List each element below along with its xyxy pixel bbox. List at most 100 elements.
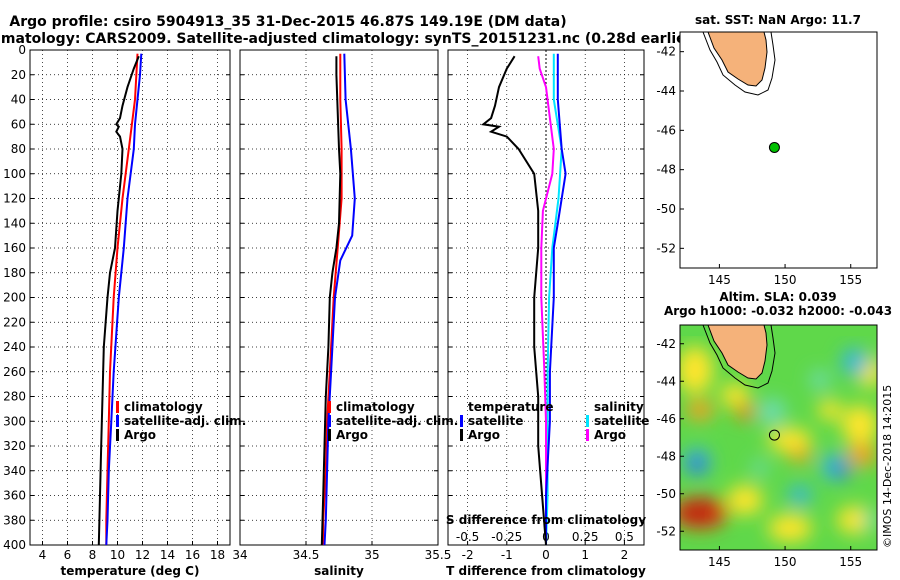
legend-label-satellite: satellite-adj. clim. bbox=[336, 414, 458, 428]
depth-tick-label: 60 bbox=[11, 117, 26, 131]
legend-label-climatology: climatology bbox=[336, 400, 415, 414]
legend-swatch-s-argo bbox=[586, 429, 589, 441]
legend-label-argo: Argo bbox=[336, 428, 368, 442]
legend-swatch-satellite bbox=[328, 415, 331, 427]
legend-label-satellite: satellite-adj. clim. bbox=[124, 414, 246, 428]
lat-tick-label: -44 bbox=[656, 374, 676, 388]
depth-tick-label: 160 bbox=[3, 241, 26, 255]
salinity-grid bbox=[240, 50, 438, 545]
sla-anomaly-field bbox=[680, 346, 877, 542]
legend-swatch-satellite bbox=[116, 415, 119, 427]
tasmania-land bbox=[707, 325, 768, 380]
temperature-grid bbox=[30, 50, 230, 545]
x-tick-label: 18 bbox=[210, 548, 225, 562]
series-line-t-satellite bbox=[545, 53, 567, 545]
lon-tick-label: 150 bbox=[774, 273, 797, 287]
tasmania-land bbox=[707, 32, 768, 87]
lon-tick-label: 155 bbox=[839, 273, 862, 287]
legend-label-s-argo: Argo bbox=[594, 428, 626, 442]
series-line-argo bbox=[97, 55, 140, 545]
difference-series bbox=[480, 50, 567, 545]
lon-tick-label: 145 bbox=[708, 273, 731, 287]
difference-legend: temperature satellite Argo salinity sate… bbox=[460, 400, 649, 442]
x-tick-label: -2 bbox=[462, 548, 474, 562]
sla-map-frame bbox=[679, 324, 878, 551]
x-tick-label: 35 bbox=[364, 548, 379, 562]
lat-tick-label: -52 bbox=[656, 524, 676, 538]
lon-tick-label: 155 bbox=[839, 555, 862, 569]
depth-tick-label: 80 bbox=[11, 142, 26, 156]
x-tick-label: 8 bbox=[89, 548, 97, 562]
salinity-series bbox=[320, 53, 356, 545]
argo-float-marker bbox=[768, 141, 780, 153]
legend-label-argo: Argo bbox=[124, 428, 156, 442]
depth-tick-label: 280 bbox=[3, 390, 26, 404]
lat-tick-label: -44 bbox=[656, 84, 676, 98]
depth-tick-label: 20 bbox=[11, 68, 26, 82]
lon-tick-label: 145 bbox=[708, 555, 731, 569]
legend-swatch-argo bbox=[328, 429, 331, 441]
legend-title-temperature: temperature bbox=[468, 400, 553, 414]
sla-heatmap bbox=[680, 325, 877, 550]
depth-tick-label: 0 bbox=[18, 43, 26, 57]
x-tick-label: -1 bbox=[501, 548, 513, 562]
depth-tick-label: 260 bbox=[3, 365, 26, 379]
figure-title-line2: Climatology: CARS2009. Satellite-adjuste… bbox=[0, 31, 699, 47]
depth-tick-label: 200 bbox=[3, 291, 26, 305]
lon-tick-label: 150 bbox=[774, 555, 797, 569]
figure-title-line1: Argo profile: csiro 5904913_35 31-Dec-20… bbox=[9, 14, 566, 30]
x-tick-label: 35.5 bbox=[425, 548, 452, 562]
x-tick-label: 2 bbox=[621, 548, 629, 562]
legend-swatch-argo bbox=[116, 429, 119, 441]
salinity-xlabel: salinity bbox=[314, 564, 364, 578]
lat-tick-label: -46 bbox=[656, 412, 676, 426]
lat-tick-label: -52 bbox=[656, 241, 676, 255]
lat-tick-label: -42 bbox=[656, 337, 676, 351]
depth-tick-label: 340 bbox=[3, 464, 26, 478]
series-line-satellite-adj-clim- bbox=[105, 53, 143, 545]
depth-tick-label: 360 bbox=[3, 489, 26, 503]
series-line-satellite-adj-clim- bbox=[323, 53, 356, 545]
series-line-t-argo bbox=[480, 55, 547, 545]
legend-swatch-t-argo bbox=[460, 429, 463, 441]
x-tick-label: 14 bbox=[160, 548, 175, 562]
legend-swatch-climatology bbox=[328, 401, 331, 413]
depth-tick-label: 400 bbox=[3, 538, 26, 552]
depth-tick-label: 140 bbox=[3, 216, 26, 230]
x-tick-label: 1 bbox=[581, 548, 589, 562]
legend-swatch-climatology bbox=[116, 401, 119, 413]
shelf-contour bbox=[702, 32, 776, 96]
sla-map-subtitle: Argo h1000: -0.032 h2000: -0.043 bbox=[664, 304, 892, 318]
salinity-x-axis: 34 34.5 35 35.5 bbox=[232, 541, 451, 562]
legend-label-t-argo: Argo bbox=[468, 428, 500, 442]
legend-label-climatology: climatology bbox=[124, 400, 203, 414]
difference-xlabel2: S difference from climatology bbox=[446, 513, 646, 527]
x-tick-label: 34.5 bbox=[293, 548, 320, 562]
shelf-contour bbox=[702, 325, 776, 389]
lat-tick-label: -50 bbox=[656, 487, 676, 501]
lat-tick-label: -50 bbox=[656, 202, 676, 216]
legend-title-salinity: salinity bbox=[594, 400, 644, 414]
s-diff-tick-label: -0.25 bbox=[491, 530, 522, 544]
legend-label-t-satellite: satellite bbox=[468, 414, 523, 428]
depth-tick-label: 100 bbox=[3, 167, 26, 181]
x-tick-label: 34 bbox=[232, 548, 247, 562]
series-line-argo bbox=[320, 56, 342, 545]
lat-tick-label: -48 bbox=[656, 449, 676, 463]
difference-x-axis: -2 -1 0 1 2 bbox=[462, 541, 629, 562]
depth-tick-label: 120 bbox=[3, 192, 26, 206]
sst-map-content bbox=[702, 32, 776, 96]
series-line-climatology bbox=[105, 53, 139, 545]
sst-map-title: sat. SST: NaN Argo: 11.7 bbox=[695, 13, 861, 27]
depth-tick-label: 240 bbox=[3, 340, 26, 354]
series-line-s-argo bbox=[537, 56, 555, 545]
s-diff-tick-label: -0.5 bbox=[456, 530, 479, 544]
s-diff-tick-label: 0.5 bbox=[615, 530, 634, 544]
legend-label-s-satellite: satellite bbox=[594, 414, 649, 428]
x-tick-label: 16 bbox=[185, 548, 200, 562]
sla-map-title: Altim. SLA: 0.039 bbox=[719, 290, 836, 304]
temperature-x-axis: 4 6 8 10 12 14 16 18 bbox=[39, 541, 225, 562]
temperature-series bbox=[97, 53, 143, 545]
series-line-climatology bbox=[322, 53, 343, 545]
